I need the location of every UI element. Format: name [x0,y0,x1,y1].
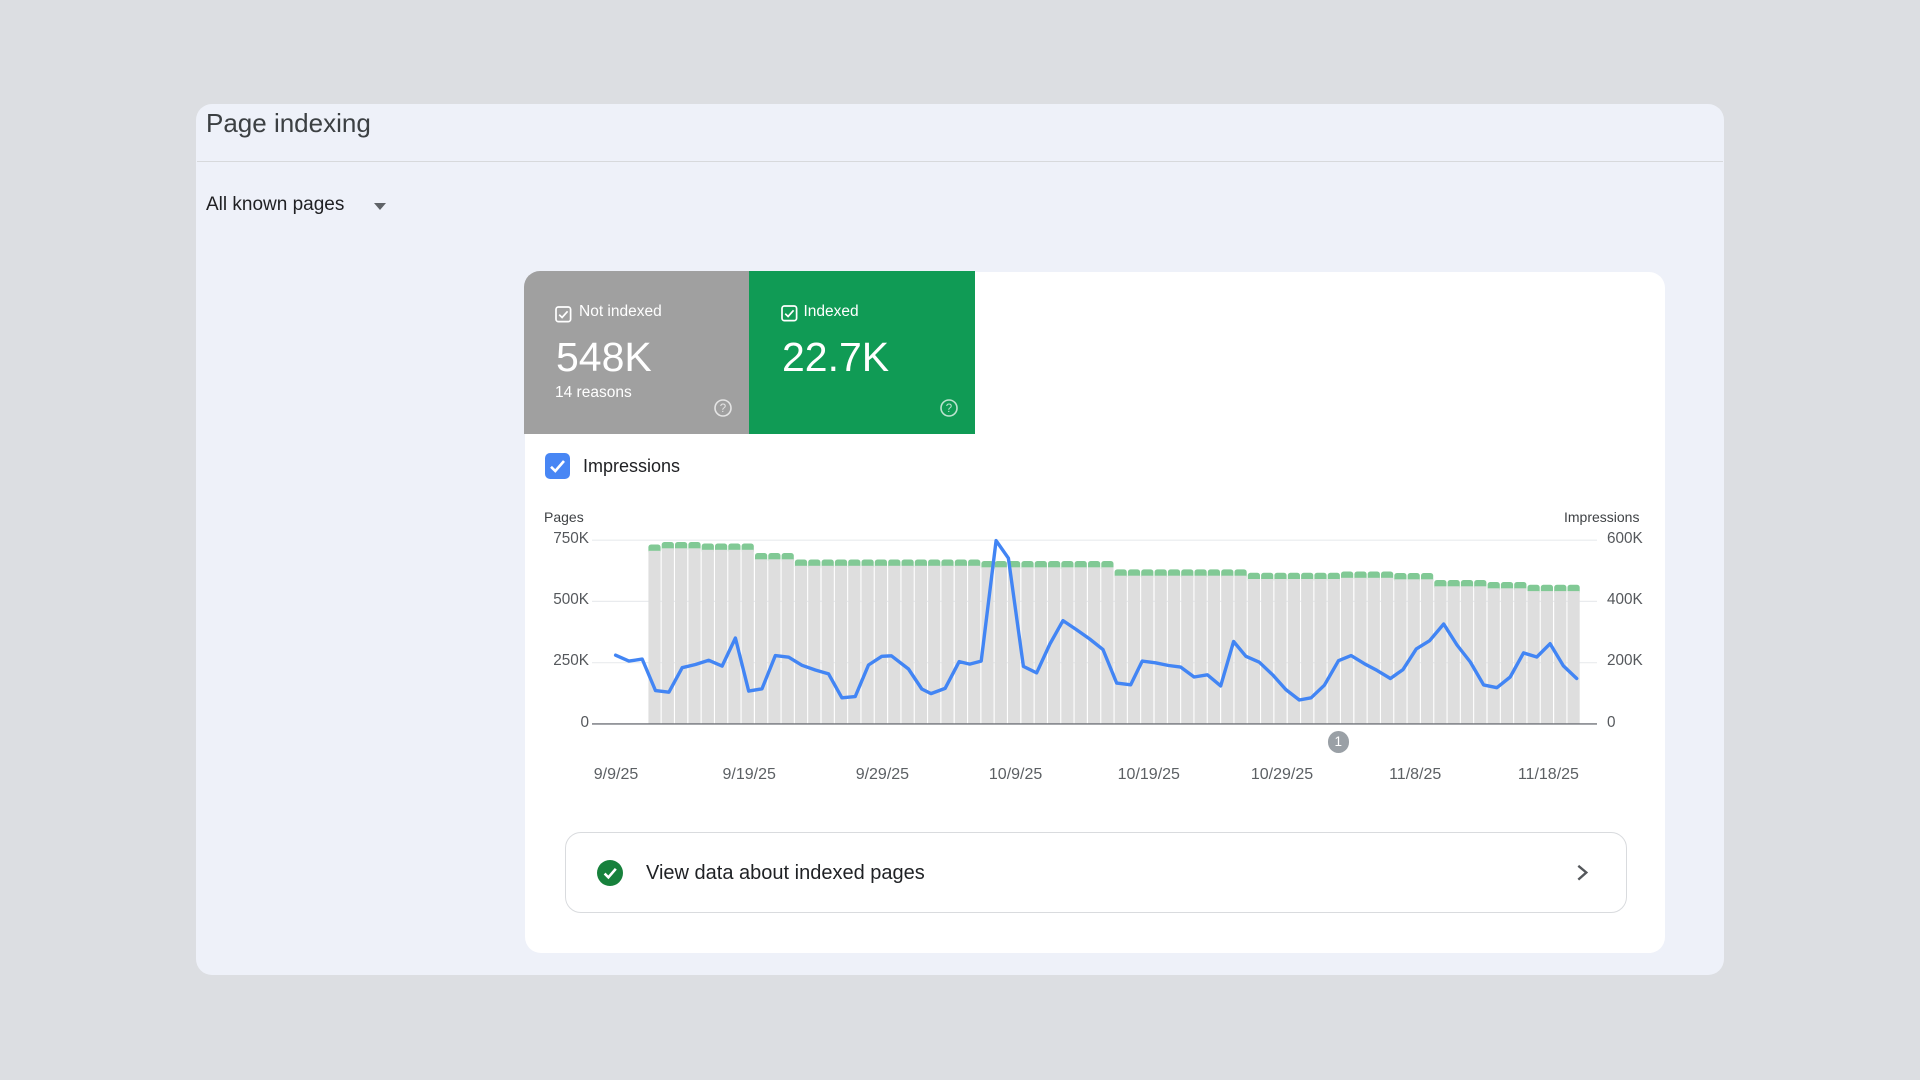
svg-text:?: ? [945,403,951,415]
svg-text:?: ? [720,403,726,415]
